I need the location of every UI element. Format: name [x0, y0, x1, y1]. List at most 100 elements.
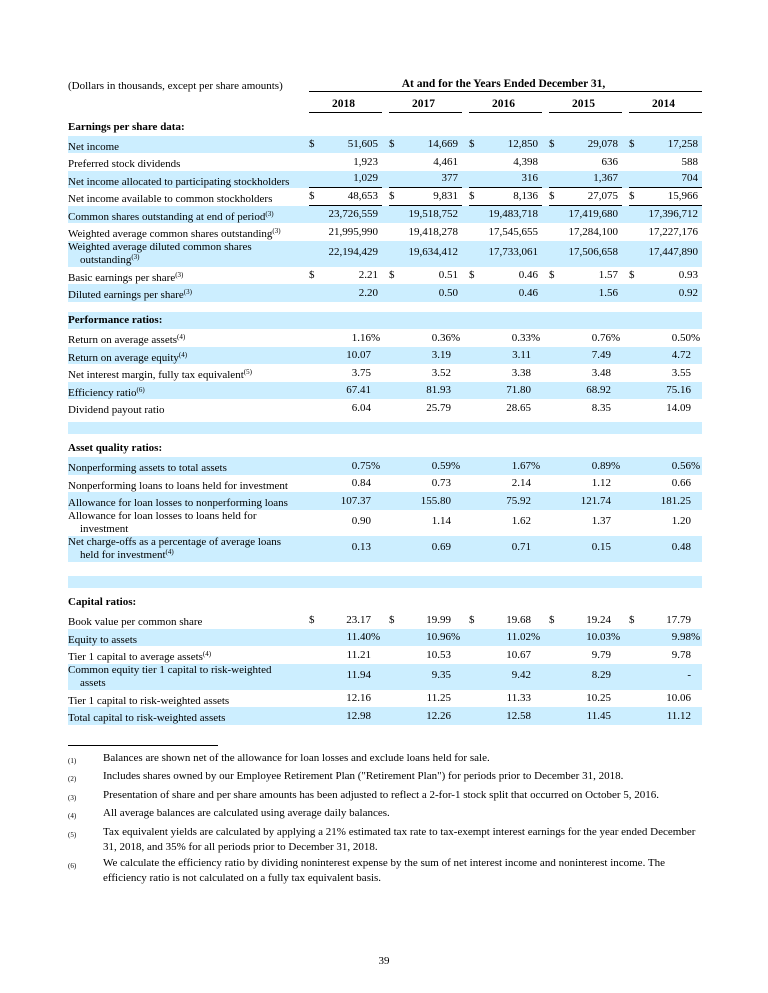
value-cell: 7.49 — [542, 347, 622, 365]
cell-value: 0.75 — [351, 459, 371, 472]
year-column-header: 2014 — [629, 98, 703, 113]
value-cell: 23,726,559 — [302, 206, 382, 224]
row-label: Net interest margin, fully tax equivalen… — [68, 368, 252, 382]
cell-value: 17,396,712 — [648, 208, 699, 220]
value-cell: 0.15 — [542, 536, 622, 562]
cell-value: 48,653 — [347, 189, 378, 202]
row-label: Diluted earnings per share(3) — [68, 288, 192, 302]
value-cell: 0.59% — [382, 457, 462, 475]
year-column-header: 2015 — [549, 98, 622, 113]
row-label: Net charge-offs as a percentage of avera… — [68, 536, 282, 548]
cell-value: 377 — [441, 172, 459, 184]
percent-symbol: % — [531, 459, 541, 472]
value-cell: 1.62 — [462, 510, 542, 536]
value-cell-inner: 28.65 — [469, 402, 542, 417]
currency-symbol: $ — [629, 138, 635, 150]
cell-value: 19,483,718 — [488, 208, 539, 220]
value-cell-inner: 1,923 — [309, 156, 382, 171]
footnote-ref: (3) — [183, 288, 192, 296]
table-row: Nonperforming loans to loans held for in… — [68, 475, 702, 493]
year-column-header: 2016 — [469, 98, 542, 113]
section-heading-row: Capital ratios: — [68, 594, 702, 612]
cell-value: 2.20 — [358, 286, 378, 299]
value-cell: $0.46 — [462, 267, 542, 285]
cell-value: 0.46 — [518, 269, 538, 281]
spacer-row — [68, 421, 703, 434]
value-cell: 3.75 — [302, 364, 382, 382]
row-label: Weighted average diluted common shares — [68, 241, 252, 253]
cell-value: 1.16 — [351, 331, 371, 344]
row-label: Weighted average common shares outstandi… — [68, 227, 281, 241]
cell-value: 0.89 — [591, 459, 611, 472]
cell-value: 19.99 — [426, 613, 451, 626]
cell-value: 25.79 — [426, 401, 451, 414]
value-cell: $0.51 — [382, 267, 462, 285]
cell-value: 8.29 — [591, 669, 611, 681]
value-cell-inner: 1,029 — [309, 172, 382, 188]
value-cell: 12.58 — [462, 707, 542, 725]
value-cell-inner: 0.56% — [629, 460, 702, 475]
percent-symbol: % — [371, 631, 381, 643]
cell-value: 11.21 — [346, 648, 371, 661]
value-cell-inner: 9.35 — [389, 669, 462, 684]
footnote-text: Balances are shown net of the allowance … — [103, 751, 490, 764]
cell-value: 10.67 — [506, 648, 531, 661]
value-cell: 0.92 — [622, 284, 702, 302]
cell-value: 107.37 — [340, 494, 371, 507]
footnote-item: (1) Balances are shown net of the allowan… — [68, 751, 702, 770]
value-cell-inner: 0.15 — [549, 541, 622, 556]
currency-symbol: $ — [469, 613, 475, 626]
value-cell: 1.14 — [382, 510, 462, 536]
row-label-cell: Weighted average common shares outstandi… — [68, 223, 302, 241]
cell-value: 3.11 — [512, 349, 531, 361]
row-label-cell: Return on average equity(4) — [68, 347, 302, 365]
value-cell-inner: $12,850 — [469, 138, 542, 153]
cell-value: 17,227,176 — [648, 225, 699, 238]
row-label: Preferred stock dividends — [68, 158, 181, 170]
table-row: Allowance for loan losses to nonperformi… — [68, 492, 703, 510]
value-cell: 11.21 — [302, 646, 382, 664]
table-row: Return on average equity(4) 10.07 3.19 3.11… — [68, 346, 703, 365]
cell-value: 1.62 — [511, 515, 531, 527]
value-cell-inner: 75.16 — [629, 384, 702, 399]
cell-value: 0.71 — [511, 541, 531, 553]
table-row: Efficiency ratio(6) 67.41 81.93 71.80 68.92 7… — [68, 381, 703, 399]
cell-value: 316 — [521, 172, 539, 184]
value-cell: 0.75% — [302, 457, 382, 475]
year-column-header: 2018 — [309, 98, 382, 113]
footnotes-block: (1) Balances are shown net of the allowan… — [68, 744, 702, 887]
value-cell: 3.38 — [462, 364, 542, 382]
value-cell: $27,075 — [542, 188, 622, 206]
footnote-text: All average balances are calculated usin… — [103, 807, 390, 819]
value-cell-inner: $17.79 — [629, 614, 702, 629]
cell-value: 3.38 — [511, 366, 531, 379]
currency-symbol: $ — [549, 613, 555, 626]
value-cell: $14,669 — [382, 136, 462, 154]
row-label-cell: Tier 1 capital to average assets(4) — [68, 646, 302, 664]
currency-symbol: $ — [309, 269, 315, 281]
value-cell: 3.52 — [382, 364, 462, 382]
percent-symbol: % — [451, 631, 461, 643]
cell-value: 75.92 — [506, 494, 531, 507]
value-cell-inner: 0.75% — [309, 460, 382, 475]
value-cell-inner: 23,726,559 — [309, 208, 382, 223]
percent-symbol: % — [371, 459, 381, 472]
value-cell: 1.56 — [542, 284, 622, 302]
value-cell: 1.16% — [302, 329, 382, 347]
cell-value: 1.57 — [598, 269, 618, 281]
cell-value: 0.36 — [431, 331, 451, 344]
cell-value: 11.94 — [346, 669, 371, 681]
row-label-cell: Net income available to common stockhold… — [68, 188, 302, 206]
value-cell: 1,029 — [302, 171, 382, 188]
row-label: Book value per common share — [68, 616, 203, 628]
cell-value: 19.24 — [586, 613, 611, 626]
spacer-row — [68, 575, 703, 588]
cell-value: 181.25 — [660, 494, 692, 507]
value-cell: 11.94 — [302, 664, 382, 690]
footnote-ref: (3) — [175, 270, 184, 279]
value-cell-inner: 10.25 — [549, 692, 622, 707]
footnote-ref: (4) — [177, 333, 186, 341]
row-label: Net income — [68, 140, 120, 153]
table-row: Return on average assets(4) 1.16% 0.36% 0.3… — [68, 329, 702, 347]
value-cell: 181.25 — [622, 492, 702, 510]
